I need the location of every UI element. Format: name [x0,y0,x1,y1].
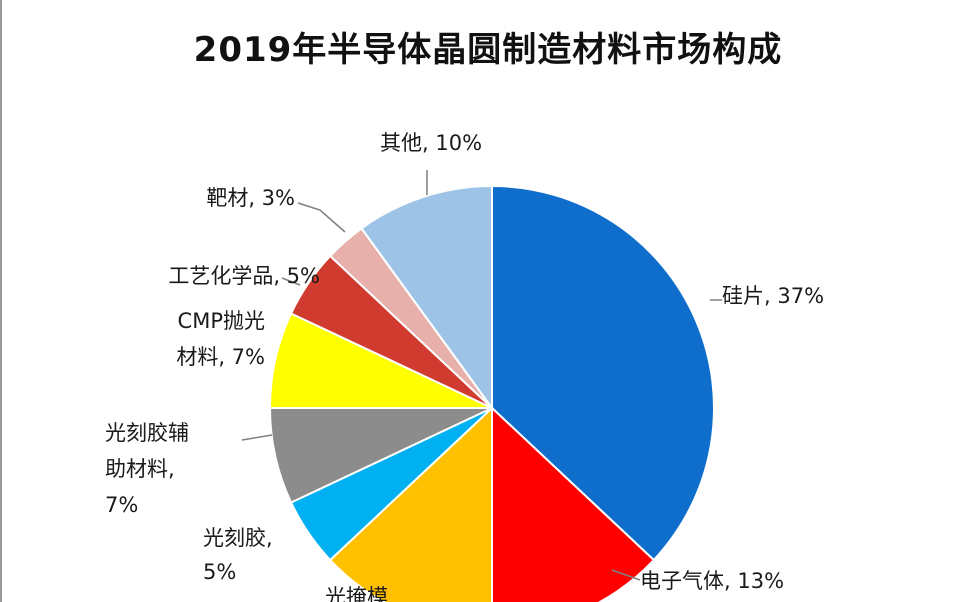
left-border-line [0,0,2,602]
slice-label-6: CMP抛光材料, 7% [176,309,265,369]
leader-line-7 [281,277,301,286]
slice-label-7: 工艺化学品, 5% [168,264,320,288]
slice-label-2: 电子气体, 13% [640,569,784,593]
leader-line-8 [297,202,346,233]
slice-label-5: 光刻胶辅助材料, 7% [105,421,189,517]
pie-slice-3 [328,405,493,602]
slice-label-1: 硅片, 37% [722,284,824,308]
slice-label-3: 光掩模 [325,585,388,602]
pie-slice-1 [491,184,715,562]
pie-slice-2 [491,405,656,602]
leader-line-5 [241,434,273,441]
slice-label-9: 其他, 10% [380,131,482,155]
leader-line-2 [611,569,641,581]
pie-slice-9 [360,184,493,412]
slice-label-4: 光刻胶, 5% [203,526,273,584]
slice-label-8: 靶材, 3% [206,186,295,210]
chart-title: 2019年半导体晶圆制造材料市场构成 [193,30,783,70]
